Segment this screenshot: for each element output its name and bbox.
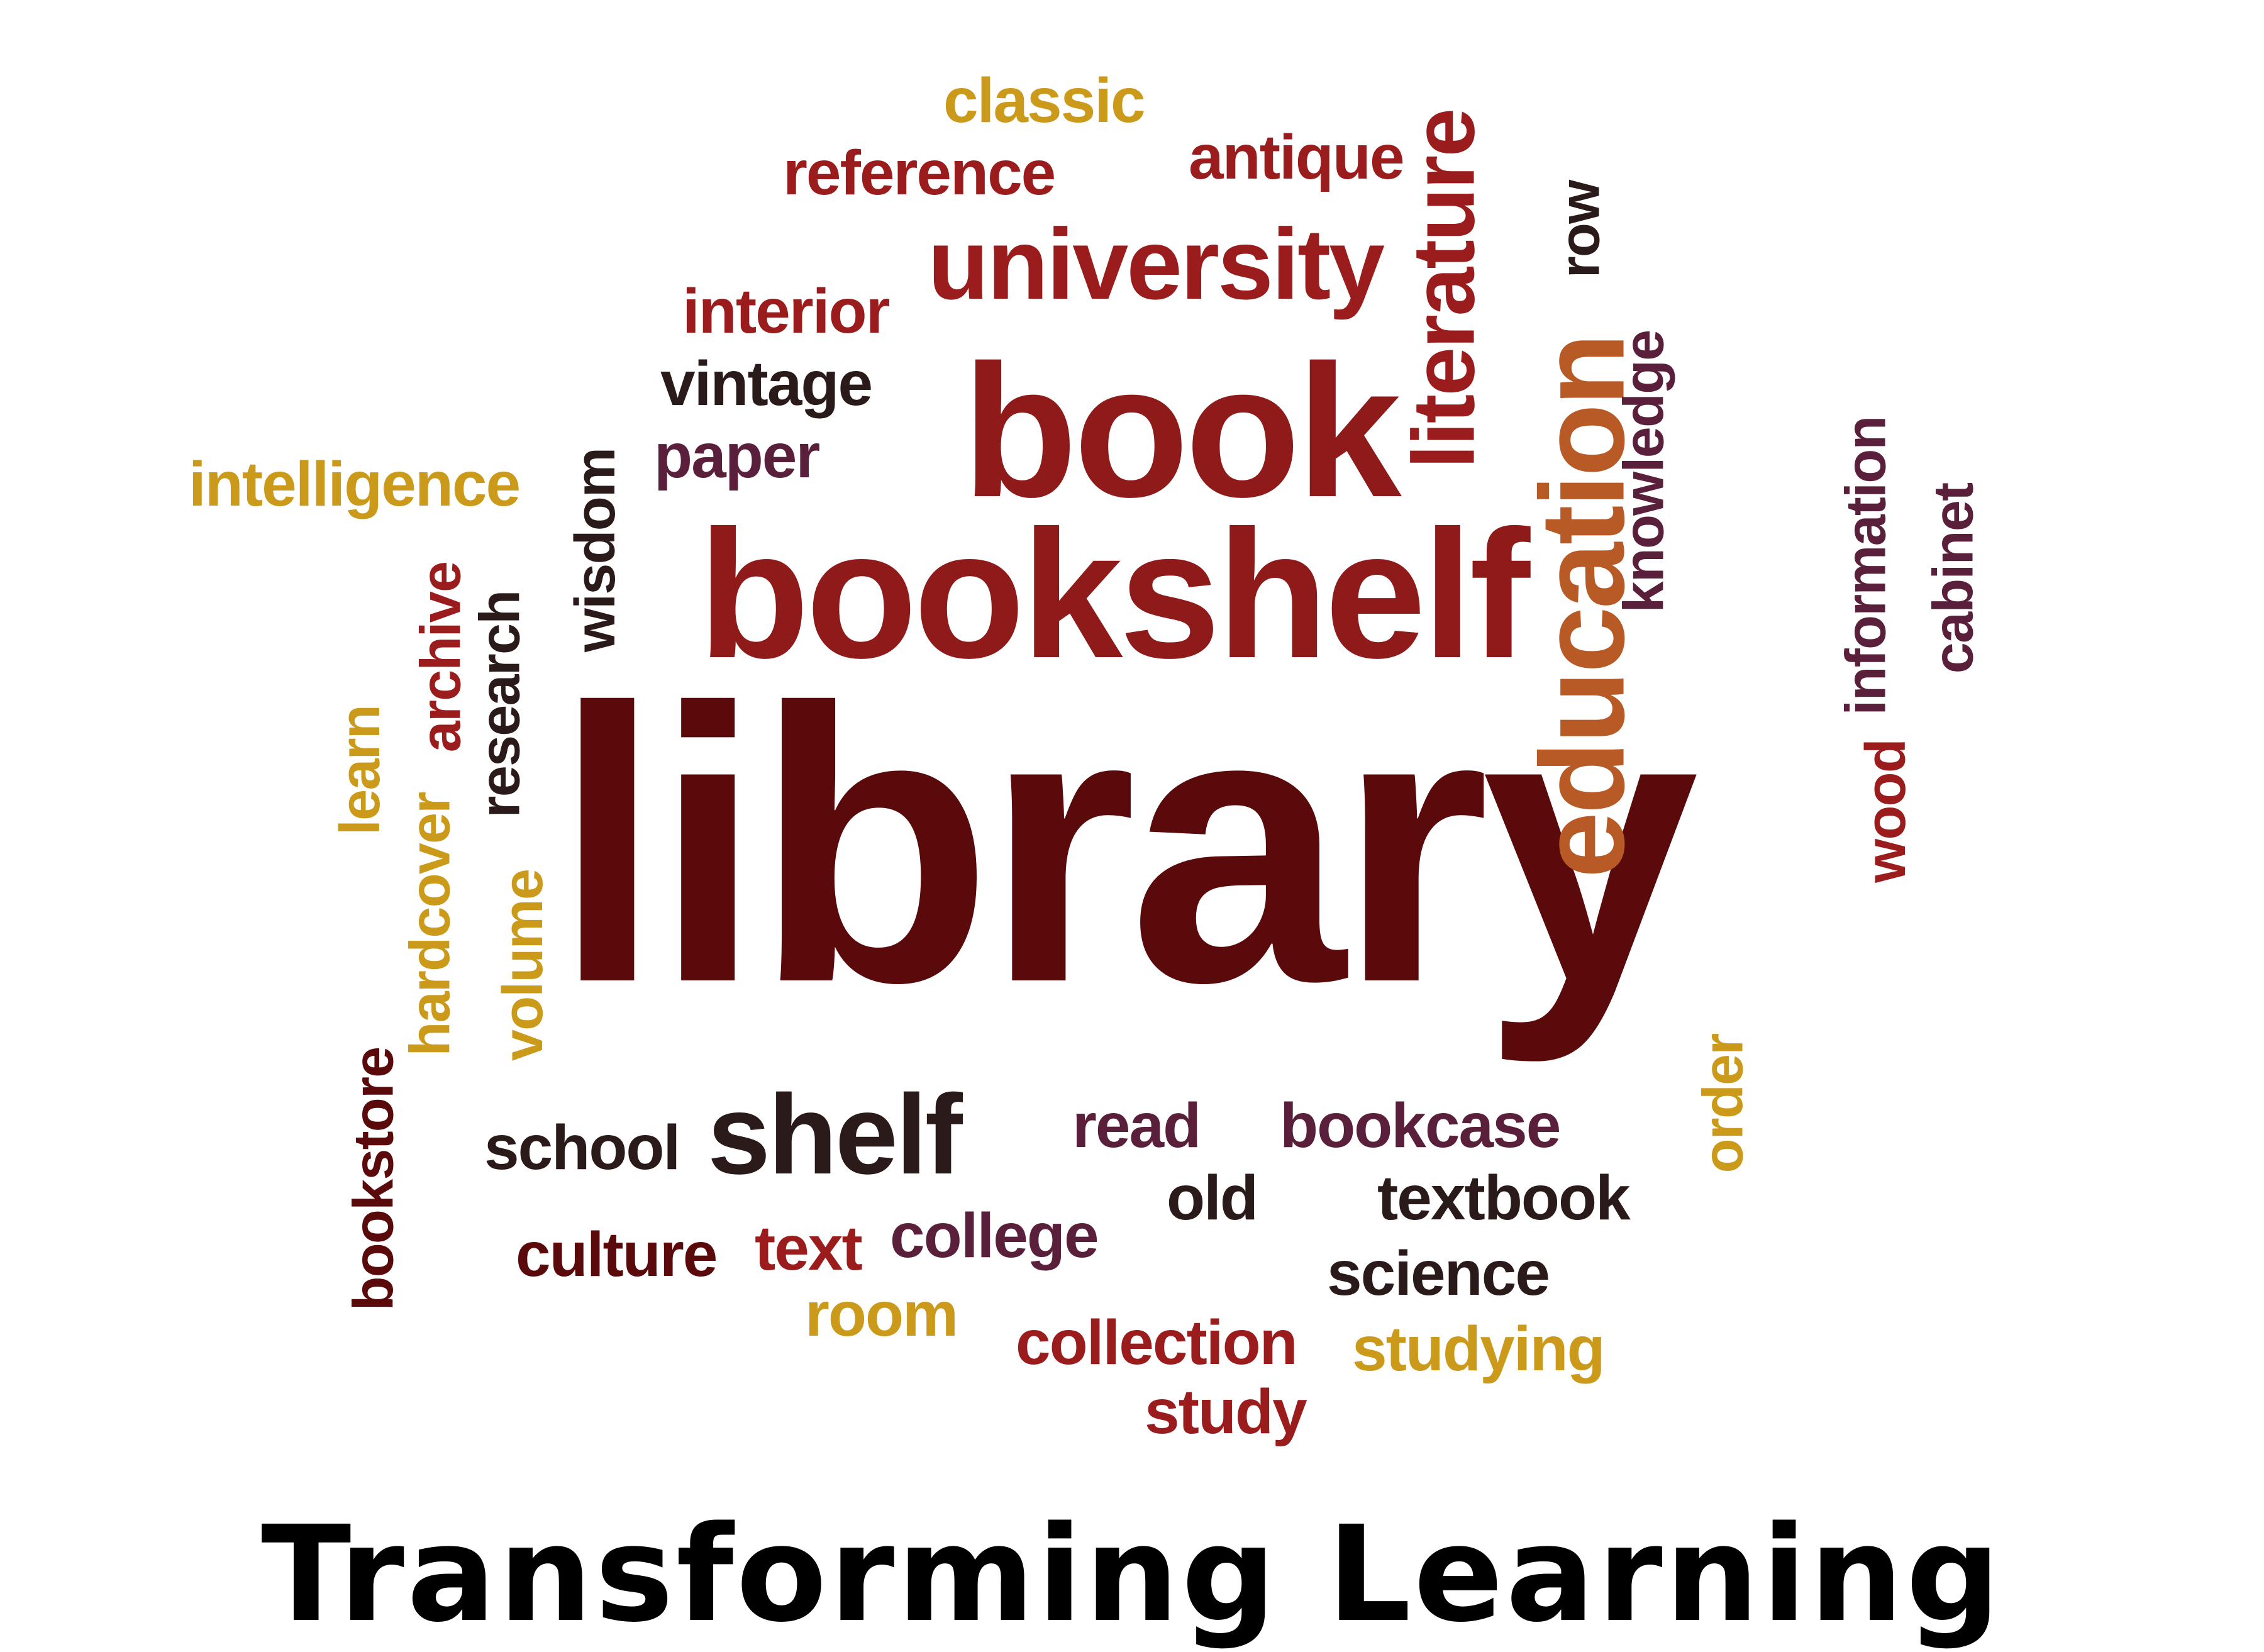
word-bookstore: bookstore <box>342 1047 406 1311</box>
word-room: room <box>805 1279 958 1350</box>
word-studying: studying <box>1352 1314 1606 1384</box>
word-information: information <box>1834 416 1898 716</box>
caption-text: Transforming Learning <box>261 1497 2003 1651</box>
word-read: read <box>1072 1090 1201 1161</box>
word-research: research <box>469 590 532 818</box>
word-bookcase: bookcase <box>1280 1090 1561 1161</box>
word-cloud: library bookshelf book university classi… <box>189 65 1985 1447</box>
word-university: university <box>928 208 1385 320</box>
word-science: science <box>1327 1238 1550 1309</box>
word-school: school <box>484 1112 680 1183</box>
word-old: old <box>1167 1163 1258 1233</box>
word-literature: literature <box>1394 109 1493 469</box>
word-knowledge: knowledge <box>1612 330 1676 613</box>
word-hardcover: hardcover <box>399 792 462 1056</box>
word-shelf: shelf <box>708 1072 963 1198</box>
word-interior: interior <box>682 276 890 346</box>
word-learn: learn <box>329 705 392 836</box>
word-bookshelf: bookshelf <box>698 492 1530 696</box>
word-vintage: vintage <box>660 348 873 419</box>
word-cabinet: cabinet <box>1922 483 1985 674</box>
word-college: college <box>890 1200 1099 1271</box>
word-study: study <box>1145 1377 1307 1447</box>
word-intelligence: intelligence <box>189 449 521 519</box>
word-wood: wood <box>1854 740 1917 883</box>
word-library: library <box>553 628 1699 1063</box>
word-text: text <box>755 1213 863 1283</box>
word-textbook: textbook <box>1377 1163 1631 1233</box>
word-classic: classic <box>943 65 1146 136</box>
word-paper: paper <box>654 421 820 491</box>
word-row: row <box>1548 180 1612 279</box>
word-order: order <box>1692 1034 1755 1173</box>
word-volume: volume <box>492 869 555 1062</box>
caption: Transforming Learning <box>0 1497 2264 1652</box>
word-book: book <box>962 325 1402 536</box>
word-wisdom: wisdom <box>564 448 628 653</box>
word-collection: collection <box>1016 1307 1298 1378</box>
word-culture: culture <box>516 1219 718 1290</box>
word-antique: antique <box>1189 122 1405 192</box>
word-reference: reference <box>783 138 1056 208</box>
word-archive: archive <box>409 562 473 753</box>
